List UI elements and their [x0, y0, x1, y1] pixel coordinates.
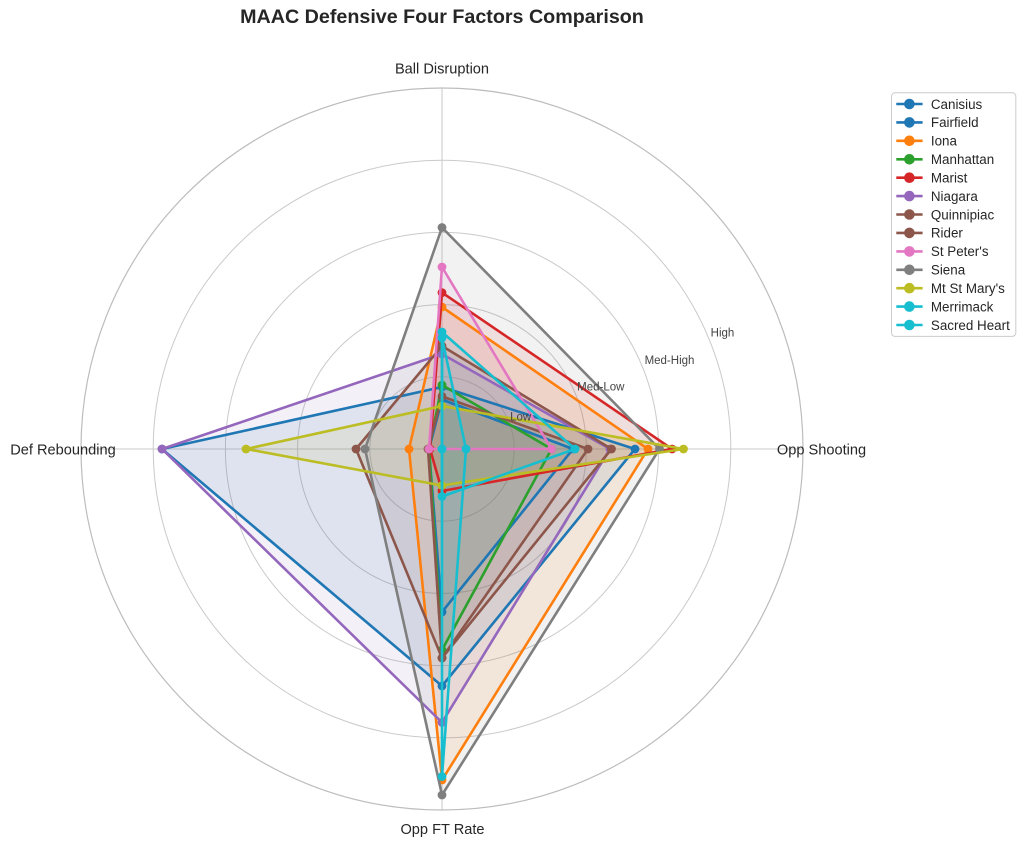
svg-text:Merrimack: Merrimack	[931, 299, 994, 314]
svg-text:Quinnipiac: Quinnipiac	[931, 207, 995, 222]
svg-text:Opp FT Rate: Opp FT Rate	[400, 822, 484, 838]
svg-text:Ball Disruption: Ball Disruption	[395, 62, 489, 78]
svg-text:Med-High: Med-High	[645, 355, 695, 367]
svg-text:St Peter's: St Peter's	[931, 244, 989, 259]
svg-text:Rider: Rider	[931, 226, 964, 241]
svg-text:Iona: Iona	[931, 134, 958, 149]
svg-text:Niagara: Niagara	[931, 189, 978, 204]
svg-text:Med-Low: Med-Low	[577, 381, 625, 393]
svg-text:Sacred Heart: Sacred Heart	[931, 318, 1010, 333]
svg-text:Def Rebounding: Def Rebounding	[10, 443, 115, 459]
svg-text:Low: Low	[510, 412, 532, 424]
svg-text:MAAC Defensive Four Factors Co: MAAC Defensive Four Factors Comparison	[240, 6, 644, 28]
svg-text:Opp Shooting: Opp Shooting	[777, 443, 866, 459]
svg-text:High: High	[711, 328, 735, 340]
svg-text:Siena: Siena	[931, 263, 966, 278]
svg-text:Marist: Marist	[931, 171, 968, 186]
svg-text:Canisius: Canisius	[931, 97, 983, 112]
svg-text:Manhattan: Manhattan	[931, 152, 994, 167]
svg-text:Fairfield: Fairfield	[931, 115, 979, 130]
svg-text:Mt St Mary's: Mt St Mary's	[931, 281, 1005, 296]
